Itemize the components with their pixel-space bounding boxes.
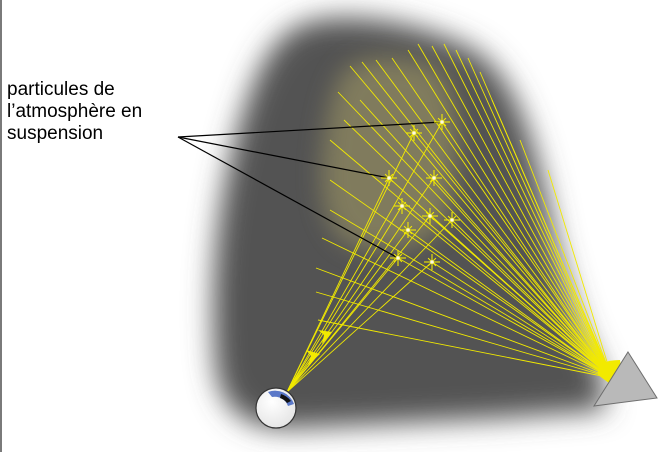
sparkle-icon [434,114,450,130]
light-ray [349,65,613,379]
light-rays-group [315,43,613,379]
light-ray [407,229,613,379]
light-ray [491,99,613,379]
sparkle-icon [426,170,442,186]
leader-line [177,136,399,259]
light-ray [429,215,613,379]
sparkle-core [396,256,400,260]
sparkle-core [406,228,410,232]
light-ray [321,237,613,379]
sparkle-core [387,176,391,180]
light-ray [401,205,613,379]
light-ray [417,43,613,379]
light-ray [467,57,613,379]
sparkle-core [440,120,444,124]
label-leader-lines [177,121,443,259]
light-ray [455,49,613,379]
sparkle-core [430,260,434,264]
pupil [280,394,291,403]
left-border [0,0,2,452]
scattered-ray [286,132,415,393]
scattered-ray [286,219,453,393]
arrowhead-icon [318,330,332,344]
particles-label: particules de l’atmosphère en suspension [7,79,177,145]
light-ray [329,179,613,379]
particles-label-line-1: particules de [7,79,115,100]
light-ray [413,132,613,379]
scattered-ray [286,257,399,393]
light-ray [359,99,613,379]
light-ray [451,219,613,379]
light-ray [317,319,613,379]
sparkle-icon [400,222,416,238]
sparkle-icon [444,212,460,228]
scattered-ray [286,121,443,393]
particles-label-line-3: suspension [7,123,104,144]
light-ray [547,169,613,379]
scattered-ray [286,261,433,393]
sparkle-icon [390,250,406,266]
light-ray [441,121,613,379]
scattered-ray [286,229,409,393]
light-ray [391,57,613,379]
light-ray [337,91,613,379]
projector-icon [593,351,658,407]
leader-line [177,121,443,138]
sparkle-core [412,131,416,135]
light-ray [315,267,613,379]
light-ray [375,59,613,379]
light-ray [433,177,613,379]
sparkle-icon [422,208,438,224]
particles-label-line-2: l’atmosphère en [7,101,143,122]
sparkle-icon [406,125,422,141]
sparkle-core [432,176,436,180]
light-ray [397,257,613,379]
particles-group [381,114,460,270]
light-ray [431,261,613,379]
light-ray [519,139,613,379]
sparkle-core [400,204,404,208]
light-ray [407,49,613,379]
sparkle-icon [381,170,397,186]
arrowhead-icon [306,350,320,365]
projector-body [593,351,658,407]
sparkle-icon [394,198,410,214]
light-ray [343,119,613,379]
light-ray [315,291,613,379]
scattered-ray [286,205,403,393]
light-ray [431,45,613,379]
scattered-rays-group [286,121,453,393]
eye-icon [255,387,297,429]
sparkle-core [428,214,432,218]
atmosphere-haze [213,17,606,429]
light-ray [361,61,613,379]
sparkle-icon [424,254,440,270]
light-ray [329,139,613,379]
leader-line [177,136,390,179]
light-ray [329,209,613,379]
scattered-ray [286,177,390,393]
sparkle-core [450,218,454,222]
light-ray [443,43,613,379]
